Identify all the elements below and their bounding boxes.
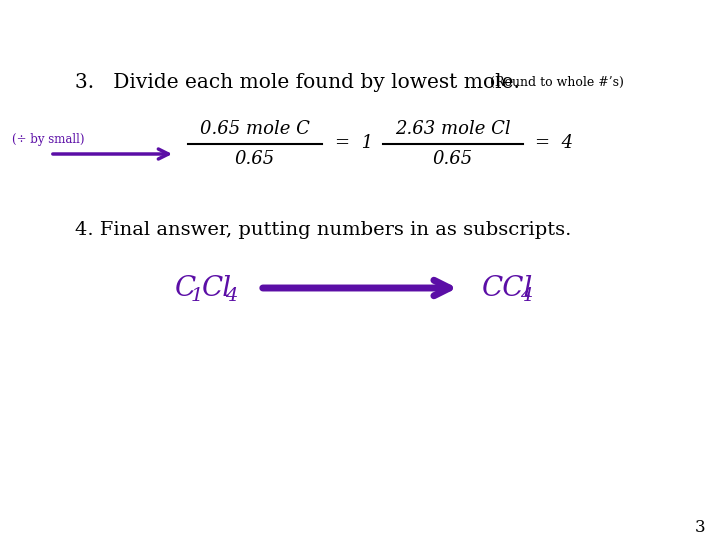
Text: C: C xyxy=(175,274,197,301)
Text: 4: 4 xyxy=(225,287,238,305)
Text: 0.65 mole C: 0.65 mole C xyxy=(200,120,310,138)
Text: 1: 1 xyxy=(191,287,203,305)
Text: 0.65: 0.65 xyxy=(235,150,275,168)
Text: CCl: CCl xyxy=(482,274,534,301)
Text: Cl: Cl xyxy=(202,274,232,301)
Text: (Round to whole #’s): (Round to whole #’s) xyxy=(490,76,624,89)
Text: 0.65: 0.65 xyxy=(433,150,473,168)
Text: =  1: = 1 xyxy=(335,134,373,152)
Text: (÷ by small): (÷ by small) xyxy=(12,133,84,146)
Text: 3: 3 xyxy=(695,519,706,537)
Text: 4. Final answer, putting numbers in as subscripts.: 4. Final answer, putting numbers in as s… xyxy=(75,221,572,239)
Text: 4: 4 xyxy=(520,287,532,305)
Text: 3.   Divide each mole found by lowest mole.: 3. Divide each mole found by lowest mole… xyxy=(75,72,520,91)
Text: 2.63 mole Cl: 2.63 mole Cl xyxy=(395,120,510,138)
Text: =  4: = 4 xyxy=(535,134,573,152)
